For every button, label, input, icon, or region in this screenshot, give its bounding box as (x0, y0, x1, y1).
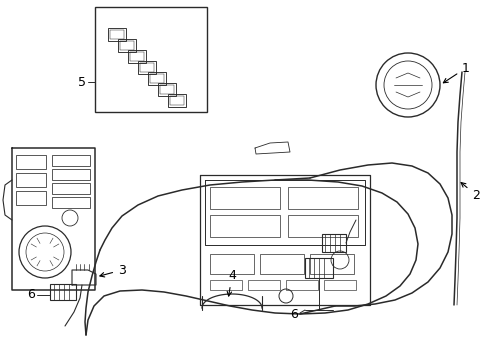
Bar (248, 280, 280, 290)
Bar (150, 74, 164, 83)
Bar (95, 7, 207, 112)
Bar (16, 191, 46, 205)
Text: 3: 3 (100, 264, 126, 277)
Bar (52, 169, 90, 180)
Bar (128, 50, 146, 63)
Bar (52, 183, 90, 194)
Text: 5: 5 (78, 76, 86, 89)
Bar (305, 258, 333, 278)
Text: 1: 1 (443, 62, 470, 83)
Bar (322, 234, 346, 252)
Bar (168, 94, 186, 107)
Bar (286, 280, 318, 290)
Bar (140, 63, 154, 72)
Bar (138, 61, 156, 74)
Bar (52, 155, 90, 166)
Bar (324, 280, 356, 290)
Bar (210, 215, 280, 237)
Bar (260, 254, 304, 274)
Bar (108, 28, 126, 41)
Text: 6: 6 (290, 309, 298, 321)
Bar (50, 284, 76, 300)
Bar (16, 173, 46, 187)
Bar (118, 39, 136, 52)
Bar (120, 41, 134, 50)
Bar (210, 187, 280, 209)
Bar (170, 96, 184, 105)
Bar (160, 85, 174, 94)
Bar (310, 254, 354, 274)
Bar (148, 72, 166, 85)
Text: 2: 2 (461, 183, 480, 202)
Text: 6: 6 (27, 288, 35, 302)
Text: 4: 4 (227, 269, 236, 296)
Bar (52, 197, 90, 208)
Bar (16, 155, 46, 169)
Bar (210, 254, 254, 274)
Bar (158, 83, 176, 96)
Bar (210, 280, 242, 290)
Bar (288, 215, 358, 237)
Bar (110, 30, 124, 39)
Bar (288, 187, 358, 209)
Bar (130, 52, 144, 61)
